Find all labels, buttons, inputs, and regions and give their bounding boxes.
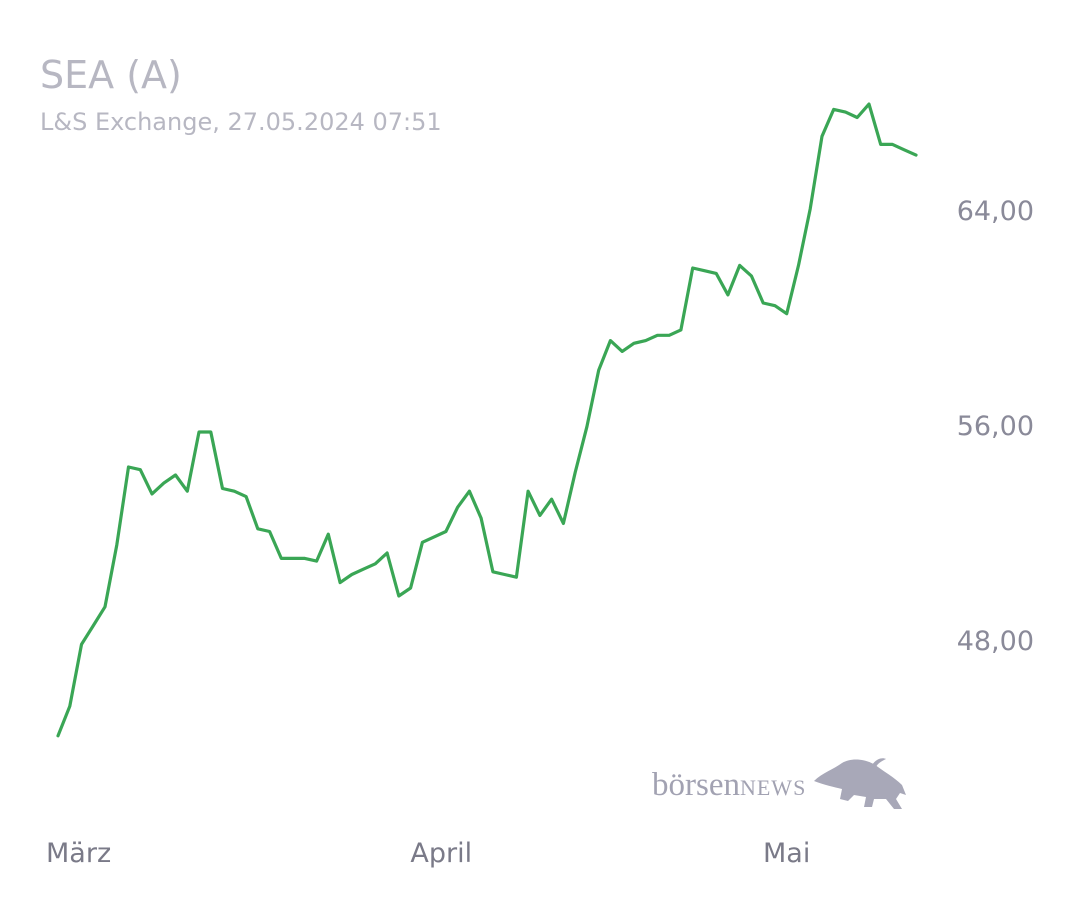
chart-title: SEA (A) — [40, 53, 182, 97]
y-axis-labels: 48,00 56,00 64,00 — [957, 196, 1034, 657]
watermark-text: börsenNEWS — [652, 769, 806, 802]
x-tick-label: April — [410, 838, 472, 869]
y-tick-label: 48,00 — [957, 626, 1034, 657]
watermark-brand-lower: börsen — [652, 767, 740, 803]
y-tick-label: 64,00 — [957, 196, 1034, 227]
boersennews-watermark: börsenNEWS — [652, 755, 912, 815]
y-tick-label: 56,00 — [957, 411, 1034, 442]
price-series-line — [56, 102, 918, 738]
x-tick-label: Mai — [763, 838, 810, 869]
watermark-brand-upper: NEWS — [739, 775, 807, 800]
x-tick-label: März — [46, 838, 111, 869]
price-line-group — [56, 102, 918, 738]
x-axis-labels: März April Mai — [46, 838, 810, 869]
chart-subtitle: L&S Exchange, 27.05.2024 07:51 — [40, 108, 442, 136]
bull-icon — [814, 758, 906, 809]
